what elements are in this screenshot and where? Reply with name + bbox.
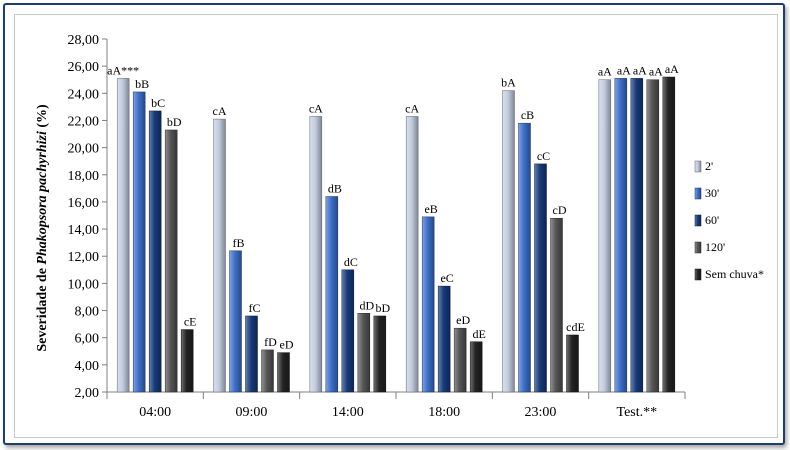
legend-swatch — [694, 214, 702, 227]
y-tick-label: 12,00 — [68, 250, 100, 265]
bar-data-label: eB — [424, 202, 437, 216]
legend-swatch — [694, 268, 702, 281]
bar — [164, 129, 178, 393]
y-tick-label: 6,00 — [75, 332, 100, 347]
bar — [502, 90, 515, 393]
legend-swatch — [694, 160, 702, 173]
bar-data-label: cA — [309, 101, 323, 115]
x-tick-label: 23:00 — [525, 405, 557, 420]
bar — [116, 78, 130, 393]
bar-data-label: aA*** — [107, 63, 139, 77]
bar-data-label: cA — [405, 101, 419, 115]
legend-swatch — [694, 241, 702, 254]
legend-label: Sem chuva* — [705, 267, 764, 281]
bar-data-label: cA — [213, 104, 227, 118]
bar — [534, 163, 547, 393]
legend-label: 2' — [705, 159, 713, 173]
bar-data-label: dD — [359, 298, 374, 312]
bar — [437, 285, 451, 393]
bar-data-label: aA — [649, 65, 663, 79]
bar-data-label: dC — [344, 255, 358, 269]
bar — [261, 349, 274, 393]
bar-data-label: cE — [184, 315, 197, 329]
x-tick-label: 04:00 — [139, 405, 171, 420]
bar — [213, 118, 226, 393]
bar — [229, 250, 242, 393]
bar — [453, 327, 467, 393]
bar — [598, 79, 612, 393]
bar — [245, 315, 258, 393]
bar-data-label: bD — [167, 115, 182, 129]
bar-data-label: fB — [233, 236, 245, 250]
bar-data-label: bA — [501, 76, 516, 90]
x-tick-label: 18:00 — [428, 405, 460, 420]
bar — [148, 110, 162, 393]
bar — [309, 116, 323, 393]
y-tick-label: 2,00 — [75, 386, 100, 401]
legend-label: 120' — [705, 240, 725, 254]
bar-data-label: bC — [151, 96, 165, 110]
bar-data-label: dE — [472, 327, 485, 341]
y-tick-label: 10,00 — [68, 277, 100, 292]
bar-data-label: eC — [440, 271, 453, 285]
bar — [132, 91, 146, 393]
bar — [566, 334, 579, 393]
y-tick-label: 8,00 — [75, 305, 100, 320]
bar — [421, 216, 435, 393]
bar-data-label: eD — [280, 338, 294, 352]
bar-data-label: aA — [617, 63, 631, 77]
y-tick-label: 18,00 — [68, 169, 100, 184]
bar-data-label: aA — [633, 63, 647, 77]
x-tick-label: 14:00 — [332, 405, 364, 420]
bar — [646, 79, 660, 393]
y-tick-label: 22,00 — [68, 114, 100, 129]
x-tick-label: 09:00 — [236, 405, 268, 420]
bar-data-label: cdE — [566, 320, 585, 334]
y-tick-label: 14,00 — [68, 223, 100, 238]
y-tick-label: 26,00 — [68, 60, 100, 75]
x-tick-label: Test.** — [617, 405, 658, 420]
bar-data-label: aA — [665, 62, 679, 76]
bar-data-label: fD — [264, 335, 277, 349]
bar-data-label: aA — [598, 65, 612, 79]
bar-data-label: cB — [521, 108, 534, 122]
bar-data-label: bB — [135, 77, 149, 91]
bar — [662, 76, 676, 393]
bar — [373, 315, 387, 393]
bar — [550, 217, 563, 393]
bar-data-label: cC — [537, 149, 550, 163]
y-axis-title: Severidade de Phakopsora pachyrhizi (%) — [35, 104, 50, 352]
bar — [277, 352, 290, 393]
y-tick-label: 16,00 — [68, 196, 100, 211]
bar-data-label: fC — [249, 301, 261, 315]
legend-label: 30' — [705, 186, 719, 200]
legend-label: 60' — [705, 213, 719, 227]
y-tick-label: 20,00 — [68, 142, 100, 157]
bar — [614, 78, 628, 393]
bar-data-label: cD — [553, 203, 567, 217]
y-tick-label: 24,00 — [68, 87, 100, 102]
legend-swatch — [694, 187, 702, 200]
bar — [518, 122, 531, 393]
bar-data-label: eD — [456, 313, 470, 327]
bar — [357, 313, 371, 393]
bar — [630, 78, 644, 393]
bar — [180, 329, 194, 393]
bar-data-label: bD — [375, 301, 390, 315]
y-tick-label: 4,00 — [75, 359, 100, 374]
bar — [341, 269, 355, 393]
bar — [469, 341, 483, 393]
bar — [405, 116, 419, 393]
y-tick-label: 28,00 — [68, 33, 100, 48]
bar-data-label: dB — [328, 181, 342, 195]
bar — [325, 196, 339, 393]
